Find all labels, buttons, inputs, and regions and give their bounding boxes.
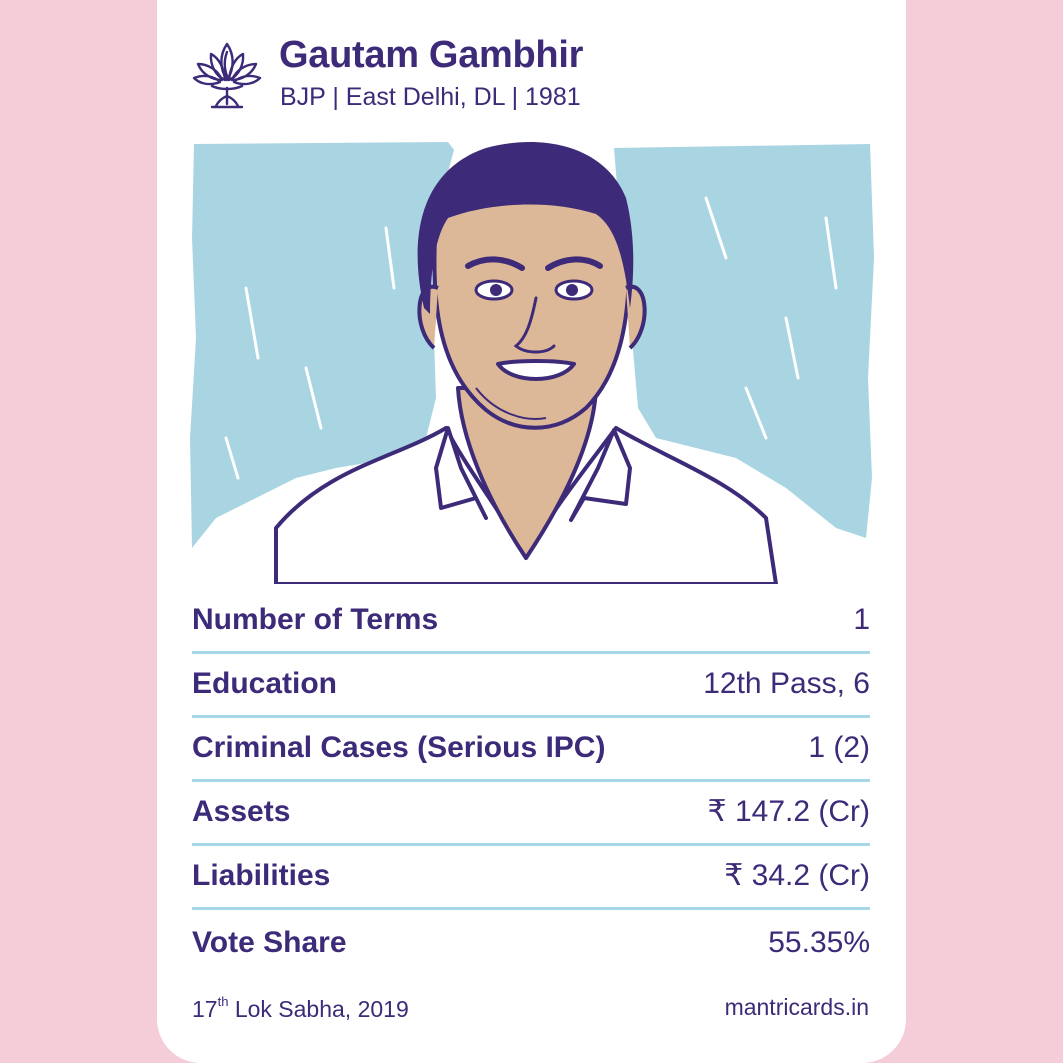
stat-row-vote-share: Vote Share 55.35%	[192, 910, 870, 974]
stat-value: ₹ 147.2 (Cr)	[707, 795, 870, 828]
lok-sabha-session: 17th Lok Sabha, 2019	[192, 994, 409, 1023]
hair	[417, 142, 634, 314]
lotus-icon	[192, 42, 262, 109]
stat-label: Number of Terms	[192, 603, 439, 636]
stat-value: ₹ 34.2 (Cr)	[724, 859, 870, 892]
stat-label: Education	[192, 667, 338, 700]
mouth	[496, 359, 576, 381]
stat-value: 55.35%	[768, 926, 870, 959]
stats-table: Number of Terms 1 Education 12th Pass, 6…	[192, 590, 870, 974]
stat-row-education: Education 12th Pass, 6	[192, 654, 870, 718]
stat-row-liabilities: Liabilities ₹ 34.2 (Cr)	[192, 846, 870, 910]
politician-name: Gautam Gambhir	[279, 34, 584, 76]
session-number: 17	[192, 996, 218, 1022]
session-text: Lok Sabha, 2019	[234, 996, 409, 1022]
session-suffix: th	[217, 994, 229, 1009]
stat-label: Liabilities	[192, 859, 331, 892]
stat-label: Criminal Cases (Serious IPC)	[192, 731, 606, 764]
stat-value: 1	[853, 603, 870, 636]
stat-row-terms: Number of Terms 1	[192, 590, 870, 654]
portrait-illustration	[190, 142, 874, 584]
politician-subtitle: BJP | East Delhi, DL | 1981	[280, 83, 581, 111]
stat-label: Assets	[192, 795, 291, 828]
stat-row-assets: Assets ₹ 147.2 (Cr)	[192, 782, 870, 846]
stat-value: 12th Pass, 6	[703, 667, 870, 700]
card-header: Gautam Gambhir BJP | East Delhi, DL | 19…	[192, 30, 872, 111]
neck	[456, 386, 598, 560]
stat-label: Vote Share	[192, 926, 347, 959]
stat-value: 1 (2)	[808, 731, 870, 764]
website-link[interactable]: mantricards.in	[724, 994, 869, 1020]
stat-row-criminal-cases: Criminal Cases (Serious IPC) 1 (2)	[192, 718, 870, 782]
